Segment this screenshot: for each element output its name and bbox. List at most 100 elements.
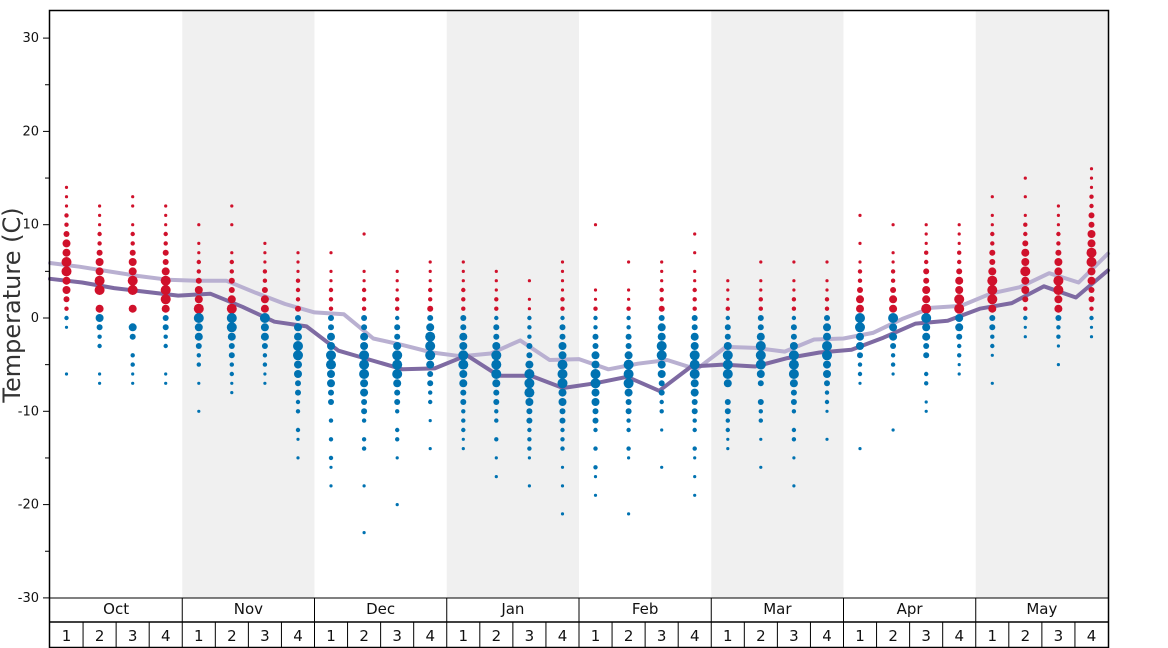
dot-dec-w2-4 [361, 297, 367, 302]
dot-apr-w2-3 [890, 269, 896, 274]
dot-feb-w1-20 [593, 493, 598, 497]
dot-dec-w1-12 [327, 370, 335, 378]
dot-dec-w1-14 [328, 389, 334, 396]
dot-jan-w4-6 [560, 315, 565, 321]
series-line-upper [48, 251, 1110, 372]
dot-jan-w4-14 [558, 388, 567, 397]
dot-may-w1-2 [990, 223, 994, 227]
dot-feb-w3-0 [660, 260, 664, 264]
dot-feb-w4-11 [689, 350, 700, 361]
dot-may-w1-4 [990, 241, 995, 246]
dot-oct-w4-16 [164, 372, 168, 376]
dot-jan-w3-9 [524, 369, 535, 379]
dot-dec-w1-15 [328, 399, 334, 405]
dot-jan-w4-7 [559, 324, 566, 331]
dot-dec-w2-6 [361, 315, 368, 321]
week-label-2: 3 [128, 627, 138, 645]
dot-apr-w4-15 [957, 363, 961, 367]
dot-jan-w2-6 [493, 324, 500, 331]
dot-apr-w2-12 [890, 353, 896, 358]
dot-feb-w2-0 [627, 260, 631, 264]
dot-nov-w2-17 [230, 391, 234, 395]
dot-jan-w4-5 [560, 306, 565, 311]
dot-oct-w1-2 [64, 204, 69, 208]
dot-may-w2-5 [1022, 240, 1029, 247]
dot-dec-w3-13 [394, 389, 401, 396]
week-label-30: 3 [1054, 627, 1064, 645]
week-label-7: 4 [293, 627, 303, 645]
dot-apr-w3-13 [923, 343, 930, 349]
dot-jan-w3-4 [527, 325, 532, 330]
dot-feb-w2-5 [626, 325, 631, 330]
dot-may-w4-5 [1088, 212, 1095, 219]
dot-may-w3-7 [1054, 267, 1063, 276]
dot-feb-w3-17 [660, 428, 664, 432]
dot-dec-w1-4 [328, 297, 334, 302]
dot-mar-w3-19 [792, 484, 796, 488]
dot-dec-w1-20 [329, 484, 333, 488]
dot-oct-w1-15 [64, 325, 69, 329]
week-label-26: 3 [921, 627, 931, 645]
dot-nov-w2-12 [228, 343, 235, 349]
month-label-nov: Nov [234, 600, 263, 618]
dot-mar-w2-0 [759, 260, 763, 264]
y-tick-label-10: 10 [22, 218, 39, 233]
dot-feb-w1-12 [591, 388, 600, 397]
dot-nov-w3-11 [261, 343, 268, 349]
dot-feb-w1-15 [592, 417, 599, 424]
dot-apr-w3-14 [923, 352, 930, 359]
dot-jan-w2-2 [494, 288, 498, 292]
dot-mar-w4-13 [824, 390, 830, 395]
dot-may-w1-10 [987, 294, 998, 305]
dot-dec-w2-13 [360, 379, 369, 388]
dot-nov-w3-13 [262, 362, 268, 367]
dot-mar-w2-14 [758, 409, 763, 414]
dot-may-w3-11 [1054, 304, 1063, 313]
dot-apr-w3-12 [922, 332, 931, 341]
dot-oct-w4-13 [162, 324, 169, 331]
dot-oct-w3-0 [131, 195, 135, 199]
dot-nov-w4-12 [294, 360, 302, 369]
week-label-11: 4 [425, 627, 435, 645]
dot-mar-w1-2 [726, 297, 730, 301]
dot-dec-w4-2 [428, 279, 432, 283]
dot-jan-w1-9 [459, 342, 468, 350]
dot-oct-w2-2 [98, 223, 102, 227]
dot-jan-w1-14 [460, 389, 467, 396]
week-label-17: 2 [624, 627, 634, 645]
dot-apr-w1-6 [856, 295, 864, 304]
dot-mar-w3-2 [792, 288, 796, 292]
dot-jan-w3-15 [527, 427, 532, 433]
dot-oct-w4-8 [160, 275, 171, 286]
dot-apr-w1-8 [855, 313, 865, 323]
dot-nov-w4-9 [294, 332, 302, 341]
dot-jan-w3-3 [527, 315, 532, 321]
dot-jan-w2-7 [493, 333, 500, 340]
dot-nov-w2-1 [230, 223, 234, 227]
dot-jan-w1-17 [461, 418, 466, 423]
dot-oct-w4-3 [163, 231, 168, 237]
dot-apr-w3-1 [924, 232, 928, 236]
dot-feb-w1-8 [591, 351, 600, 360]
dot-oct-w4-6 [162, 259, 169, 265]
dot-nov-w4-11 [293, 350, 303, 361]
dot-mar-w2-12 [757, 380, 764, 387]
dot-apr-w3-0 [924, 223, 928, 227]
dot-nov-w3-6 [260, 295, 269, 304]
dot-jan-w2-5 [494, 315, 499, 321]
dot-mar-w4-10 [823, 360, 831, 369]
dot-oct-w1-16 [64, 372, 69, 376]
dot-dec-w4-10 [425, 350, 436, 361]
y-axis: -30 -20 -10 0 10 20 30 [18, 31, 50, 606]
dot-apr-w3-8 [922, 295, 931, 304]
dot-feb-w1-6 [592, 333, 599, 340]
dot-feb-w2-19 [627, 512, 631, 516]
dot-oct-w2-12 [96, 324, 103, 331]
dot-apr-w3-10 [921, 313, 932, 323]
dot-nov-w3-14 [263, 372, 267, 376]
dot-oct-w1-12 [63, 296, 70, 303]
dot-may-w3-0 [1056, 204, 1060, 208]
dot-mar-w2-4 [758, 306, 763, 311]
dot-jan-w1-12 [459, 370, 468, 378]
dot-feb-w1-19 [593, 475, 598, 479]
